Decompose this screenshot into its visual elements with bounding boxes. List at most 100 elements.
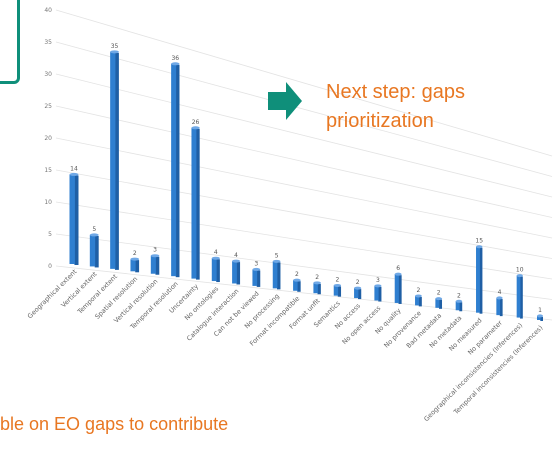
- bar: [313, 282, 318, 294]
- callout-line-2: prioritization: [326, 110, 434, 132]
- gridline: [55, 9, 553, 157]
- bar-cap: [211, 256, 220, 260]
- data-label: 1: [538, 307, 542, 314]
- bar: [69, 174, 75, 264]
- data-label: 3: [254, 260, 258, 267]
- bar: [211, 258, 217, 282]
- callout-line-1: Next step: gaps: [326, 81, 465, 103]
- data-label: 2: [437, 290, 441, 297]
- bar-side: [256, 270, 261, 287]
- bar-cap: [455, 299, 463, 303]
- bar-cap: [435, 297, 443, 301]
- data-label: 2: [133, 250, 137, 257]
- bar-cap: [394, 272, 402, 276]
- bar-side: [479, 247, 483, 314]
- data-label: 2: [417, 287, 421, 294]
- data-label: 36: [171, 55, 179, 62]
- data-label: 14: [70, 165, 78, 172]
- bar-cap: [150, 254, 160, 258]
- bar: [435, 298, 440, 308]
- data-label: 2: [356, 279, 360, 286]
- y-tick-label: 0: [48, 263, 52, 270]
- bar-side: [276, 262, 281, 290]
- bar: [354, 288, 359, 299]
- bar-side: [459, 302, 463, 312]
- bar-side: [175, 64, 180, 278]
- bar-side: [195, 128, 200, 280]
- next-step-callout: Next step: gaps prioritization: [326, 78, 465, 136]
- data-label: 2: [315, 274, 319, 281]
- gridline: [55, 105, 553, 218]
- data-label: 10: [516, 267, 524, 274]
- y-tick-label: 5: [48, 231, 52, 238]
- bar-cap: [130, 257, 140, 261]
- bar: [252, 269, 258, 286]
- bar: [232, 261, 237, 284]
- bar: [496, 297, 501, 316]
- bar-cap: [476, 245, 483, 249]
- gridline: [55, 169, 553, 259]
- bar-side: [135, 260, 140, 273]
- bar: [455, 301, 460, 311]
- data-label: 26: [192, 119, 200, 126]
- bar-cap: [374, 284, 382, 288]
- bar: [537, 315, 541, 320]
- bar-side: [358, 289, 362, 300]
- bar: [272, 261, 278, 289]
- bar-cap: [537, 314, 543, 318]
- bar-cap: [232, 259, 241, 263]
- bar: [415, 295, 420, 306]
- bar-side: [418, 296, 422, 307]
- bar-side: [236, 262, 241, 285]
- bar-cap: [313, 281, 321, 285]
- data-label: 3: [153, 247, 157, 254]
- bar-side: [317, 283, 321, 295]
- bar-side: [540, 316, 543, 321]
- bar-cap: [89, 233, 99, 237]
- bar-side: [439, 299, 443, 309]
- data-label: 2: [457, 292, 461, 299]
- bar-side: [155, 256, 160, 275]
- y-axis-ticks: 0 5 10 15 20 25 30 35 40: [44, 7, 52, 270]
- data-label: 4: [498, 289, 502, 296]
- bar-side: [398, 275, 402, 304]
- bar: [110, 51, 116, 269]
- data-label: 4: [234, 252, 238, 259]
- bar-cap: [516, 274, 523, 278]
- bar: [374, 285, 379, 301]
- gridline: [55, 137, 553, 239]
- gridline: [55, 73, 553, 198]
- bar-cap: [496, 296, 503, 300]
- gridline: [55, 201, 553, 280]
- bar: [394, 274, 399, 303]
- data-label: 3: [376, 277, 380, 284]
- bar-side: [337, 286, 342, 297]
- data-label: 15: [475, 238, 483, 245]
- gridline: [55, 265, 553, 321]
- data-label: 35: [111, 43, 119, 50]
- y-tick-label: 35: [44, 39, 52, 46]
- data-label: 5: [92, 226, 96, 233]
- teal-frame: [0, 0, 20, 84]
- bar-cap: [171, 62, 180, 66]
- bar-side: [520, 276, 523, 319]
- chart-bars: [69, 50, 543, 321]
- bar-cap: [252, 267, 261, 271]
- bar-cap: [191, 126, 200, 130]
- bottom-note: ble on EO gaps to contribute: [0, 414, 229, 434]
- arrow-right-icon: [268, 82, 302, 120]
- bar: [150, 255, 156, 274]
- category-label: Temporal extent: [75, 272, 119, 316]
- data-label: 2: [295, 271, 299, 278]
- bar-side: [74, 175, 79, 265]
- next-step-arrow: [268, 82, 302, 120]
- bar-side: [94, 235, 99, 268]
- bar: [333, 285, 339, 296]
- bar: [171, 63, 177, 277]
- bar-side: [378, 286, 382, 302]
- bar-cap: [69, 172, 79, 176]
- y-tick-label: 40: [44, 7, 52, 14]
- bar-cap: [110, 50, 119, 54]
